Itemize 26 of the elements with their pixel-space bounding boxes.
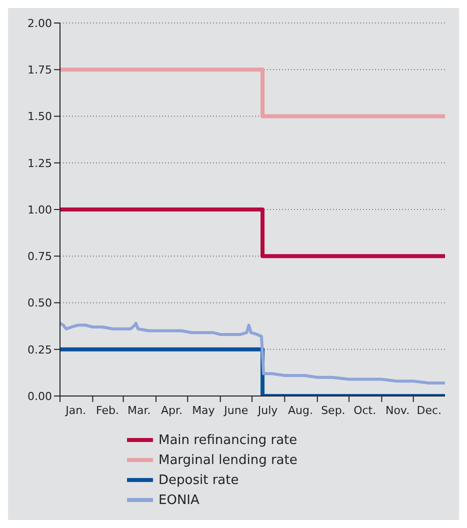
line-series: [60, 322, 445, 384]
x-tick-label: May: [192, 404, 216, 417]
y-tick-label: 1.25: [28, 156, 52, 170]
x-tick-label: Sep.: [321, 404, 346, 417]
legend-label: Main refinancing rate: [158, 432, 298, 448]
x-tick-label: Jan.: [64, 404, 86, 417]
y-tick-label: 2.00: [28, 16, 52, 30]
x-tick-label: June: [223, 404, 248, 417]
legend-label: Marginal lending rate: [158, 452, 298, 468]
x-tick-label: Mar.: [127, 404, 151, 417]
y-tick-label: 1.50: [28, 110, 52, 124]
x-tick-label: July: [256, 404, 278, 417]
legend-label: EONIA: [158, 492, 200, 508]
x-tick-label: Dec.: [416, 404, 442, 417]
x-tick-label: Oct.: [354, 404, 376, 417]
x-tick-label: Apr.: [161, 404, 183, 417]
y-tick-label: 1.00: [28, 203, 52, 216]
y-tick-label: 0.75: [28, 250, 52, 264]
x-tick-label: Aug.: [288, 404, 313, 417]
x-tick-label: Feb.: [96, 404, 119, 417]
y-tick-label: 0.50: [28, 296, 52, 310]
y-tick-label: 0.25: [28, 343, 52, 356]
y-tick-label: 1.75: [28, 64, 52, 77]
legend-label: Deposit rate: [158, 472, 239, 488]
x-tick-label: Nov.: [385, 404, 410, 417]
y-tick-label: 0.00: [28, 390, 52, 403]
